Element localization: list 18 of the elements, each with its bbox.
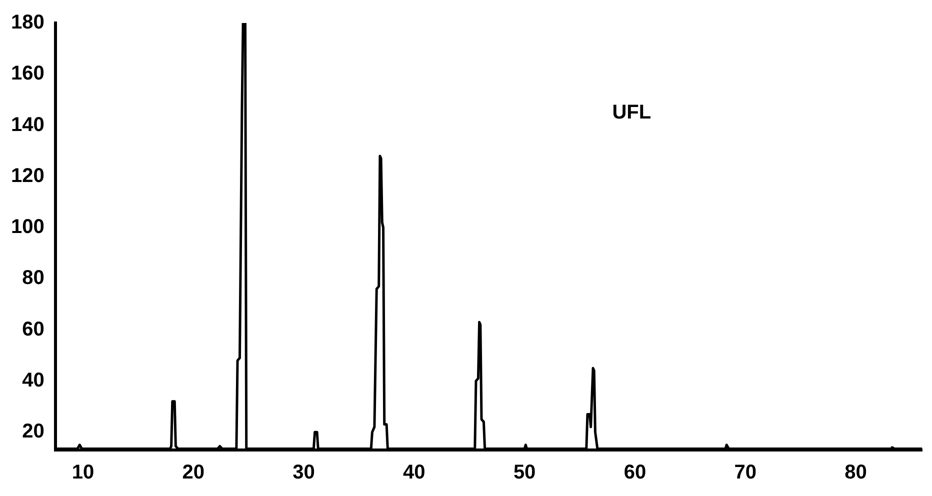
x-tick-label: 80: [844, 462, 867, 484]
x-tick-label: 30: [292, 462, 315, 484]
y-tick-label: 180: [10, 12, 44, 34]
x-tick-label: 50: [513, 462, 536, 484]
y-tick-label: 160: [10, 62, 44, 85]
x-tick-label: 20: [182, 462, 204, 484]
x-tick-label: 10: [72, 462, 94, 484]
y-tick-label: 40: [22, 369, 44, 392]
y-tick-label: 100: [10, 216, 44, 238]
x-tick-label: 60: [624, 462, 646, 484]
x-tick-label: 70: [734, 462, 756, 484]
y-tick-label: 140: [10, 114, 44, 136]
y-tick-label: 20: [22, 420, 44, 443]
y-tick-label: 120: [10, 164, 44, 187]
y-tick-label: 60: [22, 318, 44, 340]
annotation: UFL: [612, 102, 652, 124]
x-tick-label: 40: [403, 462, 426, 484]
y-tick-label: 80: [22, 267, 44, 290]
